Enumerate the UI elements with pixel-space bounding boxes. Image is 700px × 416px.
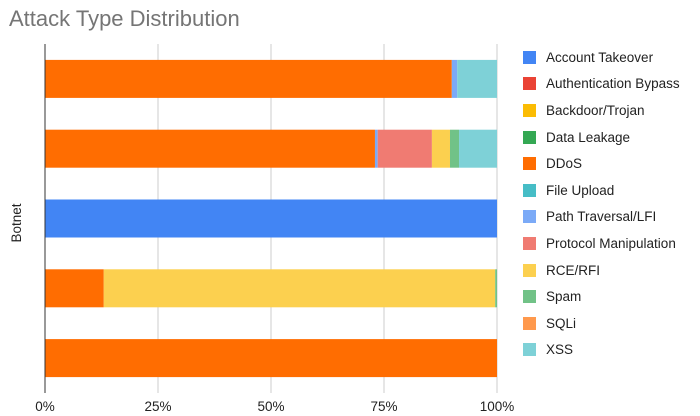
bar-segment (377, 129, 432, 168)
x-tick-labels: 0% 25% 50% 75% 100% (35, 399, 514, 414)
legend-label: Protocol Manipulation (546, 235, 676, 251)
legend-label: File Upload (546, 182, 615, 198)
legend-item: Path Traversal/LFI (523, 204, 680, 231)
legend-label: Authentication Bypass (546, 76, 680, 92)
legend-swatch (523, 236, 536, 250)
legend-item: Protocol Manipulation (523, 230, 680, 257)
legend: Account Takeover Authentication Bypass Bac… (523, 44, 680, 363)
legend-label: Account Takeover (546, 49, 654, 65)
legend-swatch (523, 103, 536, 117)
legend-item: DDoS (523, 150, 680, 177)
legend-swatch (523, 290, 536, 304)
legend-label: SQLi (546, 315, 577, 331)
legend-label: Data Leakage (546, 129, 631, 145)
legend-label: XSS (546, 342, 574, 358)
chart-title: Attack Type Distribution (9, 6, 240, 31)
bar-segment (45, 339, 497, 378)
legend-item: Backdoor/Trojan (523, 97, 680, 124)
bar-segment (45, 129, 375, 168)
legend-swatch (523, 130, 536, 144)
bar-segment (449, 129, 460, 168)
bars (45, 59, 497, 378)
legend-label: DDoS (546, 156, 583, 172)
bar-segment (374, 129, 378, 168)
legend-swatch (523, 77, 536, 91)
bar-segment (451, 59, 458, 98)
legend-swatch (523, 183, 536, 197)
x-tick-label: 50% (257, 399, 284, 414)
bar-segment (45, 59, 452, 98)
x-tick-label: 75% (370, 399, 397, 414)
legend-item: Data Leakage (523, 124, 680, 151)
legend-swatch (523, 50, 536, 64)
legend-item: RCE/RFI (523, 257, 680, 284)
bar-segment (45, 199, 497, 238)
legend-item: SQLi (523, 310, 680, 337)
bar-segment (457, 59, 497, 98)
legend-swatch (523, 210, 536, 224)
bar-segment (45, 269, 104, 308)
legend-item: XSS (523, 337, 680, 364)
x-tick-label: 100% (480, 399, 515, 414)
legend-label: Spam (546, 289, 582, 305)
x-tick-label: 25% (144, 399, 171, 414)
y-axis-label: Botnet (9, 203, 24, 242)
legend-swatch (523, 316, 536, 330)
legend-item: File Upload (523, 177, 680, 204)
x-tick-label: 0% (35, 399, 55, 414)
legend-label: Path Traversal/LFI (546, 209, 657, 225)
legend-swatch (523, 263, 536, 277)
legend-item: Account Takeover (523, 44, 680, 71)
bar-segment (459, 129, 497, 168)
bar-segment (495, 269, 497, 308)
legend-item: Authentication Bypass (523, 71, 680, 98)
legend-label: Backdoor/Trojan (546, 102, 645, 118)
legend-swatch (523, 343, 536, 357)
bar-segment (103, 269, 496, 308)
bar-segment (431, 129, 450, 168)
legend-item: Spam (523, 283, 680, 310)
legend-swatch (523, 157, 536, 171)
legend-label: RCE/RFI (546, 262, 600, 278)
